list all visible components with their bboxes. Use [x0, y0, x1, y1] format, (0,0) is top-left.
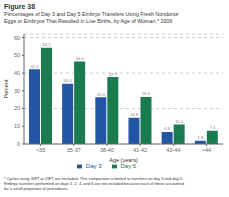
html-text:for a small proportion of proc: for a small proportion of procedures.	[4, 186, 69, 191]
svg-text:26.4: 26.4	[97, 92, 106, 97]
svg-text:35-37: 35-37	[67, 147, 81, 153]
svg-text:Percent: Percent	[8, 79, 9, 98]
svg-text:60: 60	[14, 35, 20, 41]
svg-text:46.5: 46.5	[76, 56, 85, 61]
svg-text:6.8: 6.8	[164, 126, 170, 131]
html-text:Figure 38: Figure 38	[4, 3, 36, 10]
svg-text:42.1: 42.1	[30, 64, 39, 69]
svg-text:30: 30	[14, 88, 20, 94]
svg-text:>44: >44	[202, 147, 211, 153]
html-text:Percentages of Day 3 and Day 5: Percentages of Day 3 and Day 5 Embryo Tr…	[4, 11, 179, 17]
svg-text:43-44: 43-44	[166, 147, 180, 153]
html-text:Day 5: Day 5	[120, 163, 137, 169]
svg-text:37.7: 37.7	[109, 72, 118, 77]
svg-text:26.5: 26.5	[142, 91, 151, 96]
svg-text:10: 10	[14, 123, 20, 129]
svg-text:7.4: 7.4	[209, 125, 215, 130]
svg-text:<35: <35	[36, 147, 45, 153]
svg-text:0: 0	[17, 141, 20, 147]
svg-text:Age (years): Age (years)	[109, 157, 138, 163]
svg-text:54.2: 54.2	[42, 42, 51, 47]
svg-text:1.8: 1.8	[197, 135, 203, 140]
html-text:Embryo transfers performed on: Embryo transfers performed on days 1, 2,…	[4, 181, 184, 186]
svg-text:20: 20	[14, 105, 20, 111]
html-text:* Cycles using GIFT or ZIFT ar: * Cycles using GIFT or ZIFT are excluded…	[4, 176, 184, 181]
svg-text:40: 40	[14, 70, 20, 76]
svg-text:14.8: 14.8	[130, 112, 139, 117]
svg-text:38-40: 38-40	[100, 147, 114, 153]
svg-text:50: 50	[14, 52, 20, 58]
html-text:Eggs or Embryos That Resulted: Eggs or Embryos That Resulted in Live Bi…	[4, 17, 173, 24]
svg-text:41-42: 41-42	[133, 147, 147, 153]
html-text:Day 3: Day 3	[85, 163, 102, 169]
svg-text:34.0: 34.0	[64, 78, 73, 83]
svg-text:11.0: 11.0	[175, 119, 184, 124]
